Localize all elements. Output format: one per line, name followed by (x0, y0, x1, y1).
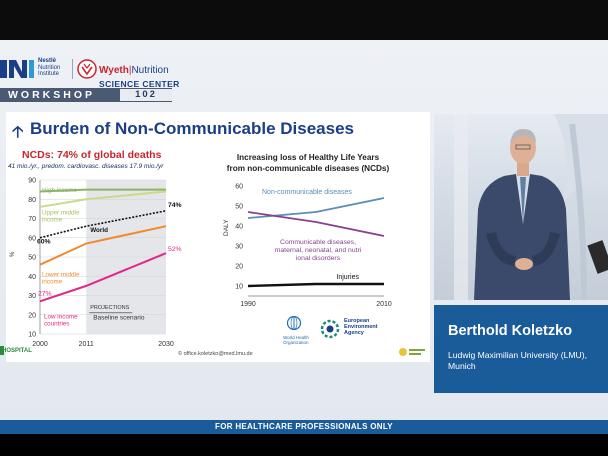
disclaimer-bar: FOR HEALTHCARE PROFESSIONALS ONLY (0, 420, 608, 434)
y-tick-label: 90 (28, 178, 36, 185)
x-tick-label: 2010 (376, 301, 392, 308)
series-line-2 (39, 210, 167, 239)
daly-label-injuries: Injuries (336, 274, 359, 281)
workshop-number: 102 (120, 89, 172, 101)
x-tick-label: 2011 (79, 341, 94, 348)
series-label-low-income-1: Low income (44, 314, 78, 321)
daly-heading-line2: from non-communicable diseases (NCDs) (226, 164, 390, 173)
arrow-up-icon: 🡡 (12, 124, 24, 141)
x-tick-label: 2030 (158, 341, 174, 348)
y-tick-label: 40 (235, 224, 243, 231)
y-axis-label: % (10, 251, 16, 257)
hospital-mark-icon (0, 346, 4, 355)
speaker-figure (454, 114, 608, 301)
nestle-logo (0, 58, 36, 85)
series-line-4 (39, 252, 167, 303)
wyeth-line2: SCIENCE CENTER (99, 79, 180, 89)
y-tick-label: 80 (28, 197, 36, 204)
series-label-lower-middle-2: income (42, 278, 63, 285)
daly-series-line-2 (247, 282, 384, 288)
annotation-52: 52% (168, 246, 182, 253)
nestle-brand: Nestlé (38, 58, 57, 64)
y-tick-label: 70 (28, 216, 36, 223)
eea-logo-text: European Environment Agency (344, 318, 378, 336)
slide-title: Burden of Non-Communicable Diseases (30, 119, 355, 138)
y-tick-label: 60 (28, 235, 36, 242)
annotation-27: 27% (38, 291, 52, 298)
logo-divider (72, 59, 73, 79)
series-label-world: World (90, 227, 108, 234)
y-tick-label: 20 (28, 312, 36, 319)
daly-label-communicable-2: maternal, neonatal, and nutri (275, 247, 362, 254)
slide-footnote: © office.koletzko@med.lmu.de (178, 351, 253, 357)
series-label-upper-middle-1: Upper middle (42, 210, 80, 217)
eea-logo (320, 319, 340, 344)
daly-chart: 10 20 30 40 50 60 1990 2010 DALY Non-communicable… (223, 184, 392, 309)
y-tick-label: 50 (28, 255, 36, 262)
series-line-0 (39, 188, 166, 193)
daly-chart-heading: Increasing loss of Healthy Life Years fr… (213, 152, 403, 174)
partner-logo-icon (398, 345, 426, 357)
who-line1: World Health (283, 335, 309, 340)
nestle-logo-text: Nestlé Nutrition Institute (38, 58, 60, 78)
speaker-name-card (434, 305, 608, 393)
speaker-name: Berthold Koletzko (448, 323, 573, 339)
wyeth-emblem-icon (77, 59, 97, 79)
hospital-label: HOSPITAL (2, 348, 32, 354)
y-tick-label: 30 (28, 293, 36, 300)
ncd-subheading: 41 mio./yr., predom. cardiovasc. disease… (8, 163, 164, 170)
eea-line3: Agency (344, 330, 364, 336)
presentation-slide (6, 112, 430, 362)
wyeth-logo-text: Wyeth|Nutrition SCIENCE CENTER (99, 65, 180, 89)
top-black-bar (0, 0, 608, 40)
nni-mark-icon (0, 60, 34, 78)
wyeth-brand: Wyeth (99, 65, 129, 76)
wyeth-logo (77, 59, 97, 84)
x-tick-label: 2000 (32, 341, 48, 348)
nestle-line3: Institute (38, 71, 60, 77)
daly-label-communicable-3: ional disorders (296, 255, 341, 262)
series-label-lower-middle-1: Lower middle (42, 271, 80, 278)
annotation-74: 74% (168, 202, 182, 209)
y-tick-label: 10 (235, 284, 243, 291)
y-axis-label: DALY (223, 219, 230, 236)
y-tick-label: 50 (235, 204, 243, 211)
daly-label-ncd: Non-communicable diseases (262, 189, 352, 196)
bottom-black-bar (0, 434, 608, 456)
who-emblem-icon (286, 315, 302, 331)
y-tick-label: 20 (235, 264, 243, 271)
y-tick-label: 40 (28, 274, 36, 281)
eea-line1: European (344, 318, 370, 324)
x-tick-label: 1990 (240, 301, 256, 308)
speaker-affiliation-line1: Ludwig Maximilian University (LMU), (448, 350, 587, 360)
speaker-affiliation-line2: Munich (448, 361, 476, 371)
series-label-high-income: High income (42, 187, 77, 194)
scenario-label: Baseline scenario (93, 315, 145, 322)
series-label-upper-middle-2: income (42, 217, 63, 224)
daly-label-communicable-1: Communicable diseases, (280, 239, 356, 246)
y-tick-label: 30 (235, 244, 243, 251)
series-label-low-income-2: countries (44, 321, 70, 328)
series-line-3 (39, 225, 167, 266)
who-logo: World Health Organization (283, 315, 309, 345)
workshop-label: WORKSHOP (8, 89, 95, 101)
wyeth-brand-suffix: Nutrition (131, 65, 169, 76)
y-tick-label: 10 (28, 332, 36, 339)
y-tick-label: 60 (235, 184, 243, 191)
speaker-video (434, 114, 608, 301)
daly-heading-line1: Increasing loss of Healthy Life Years (236, 153, 380, 162)
eea-line2: Environment (344, 324, 378, 330)
projection-label: PROJECTIONS (90, 305, 129, 311)
who-line2: Organization (283, 340, 309, 345)
daly-series-line-1 (247, 211, 385, 237)
eea-emblem-icon (320, 319, 340, 339)
series-line-1 (39, 190, 167, 208)
ncd-heading: NCDs: 74% of global deaths (22, 149, 162, 161)
annotation-60: 60% (37, 239, 51, 246)
nestle-line2: Nutrition (38, 64, 61, 71)
